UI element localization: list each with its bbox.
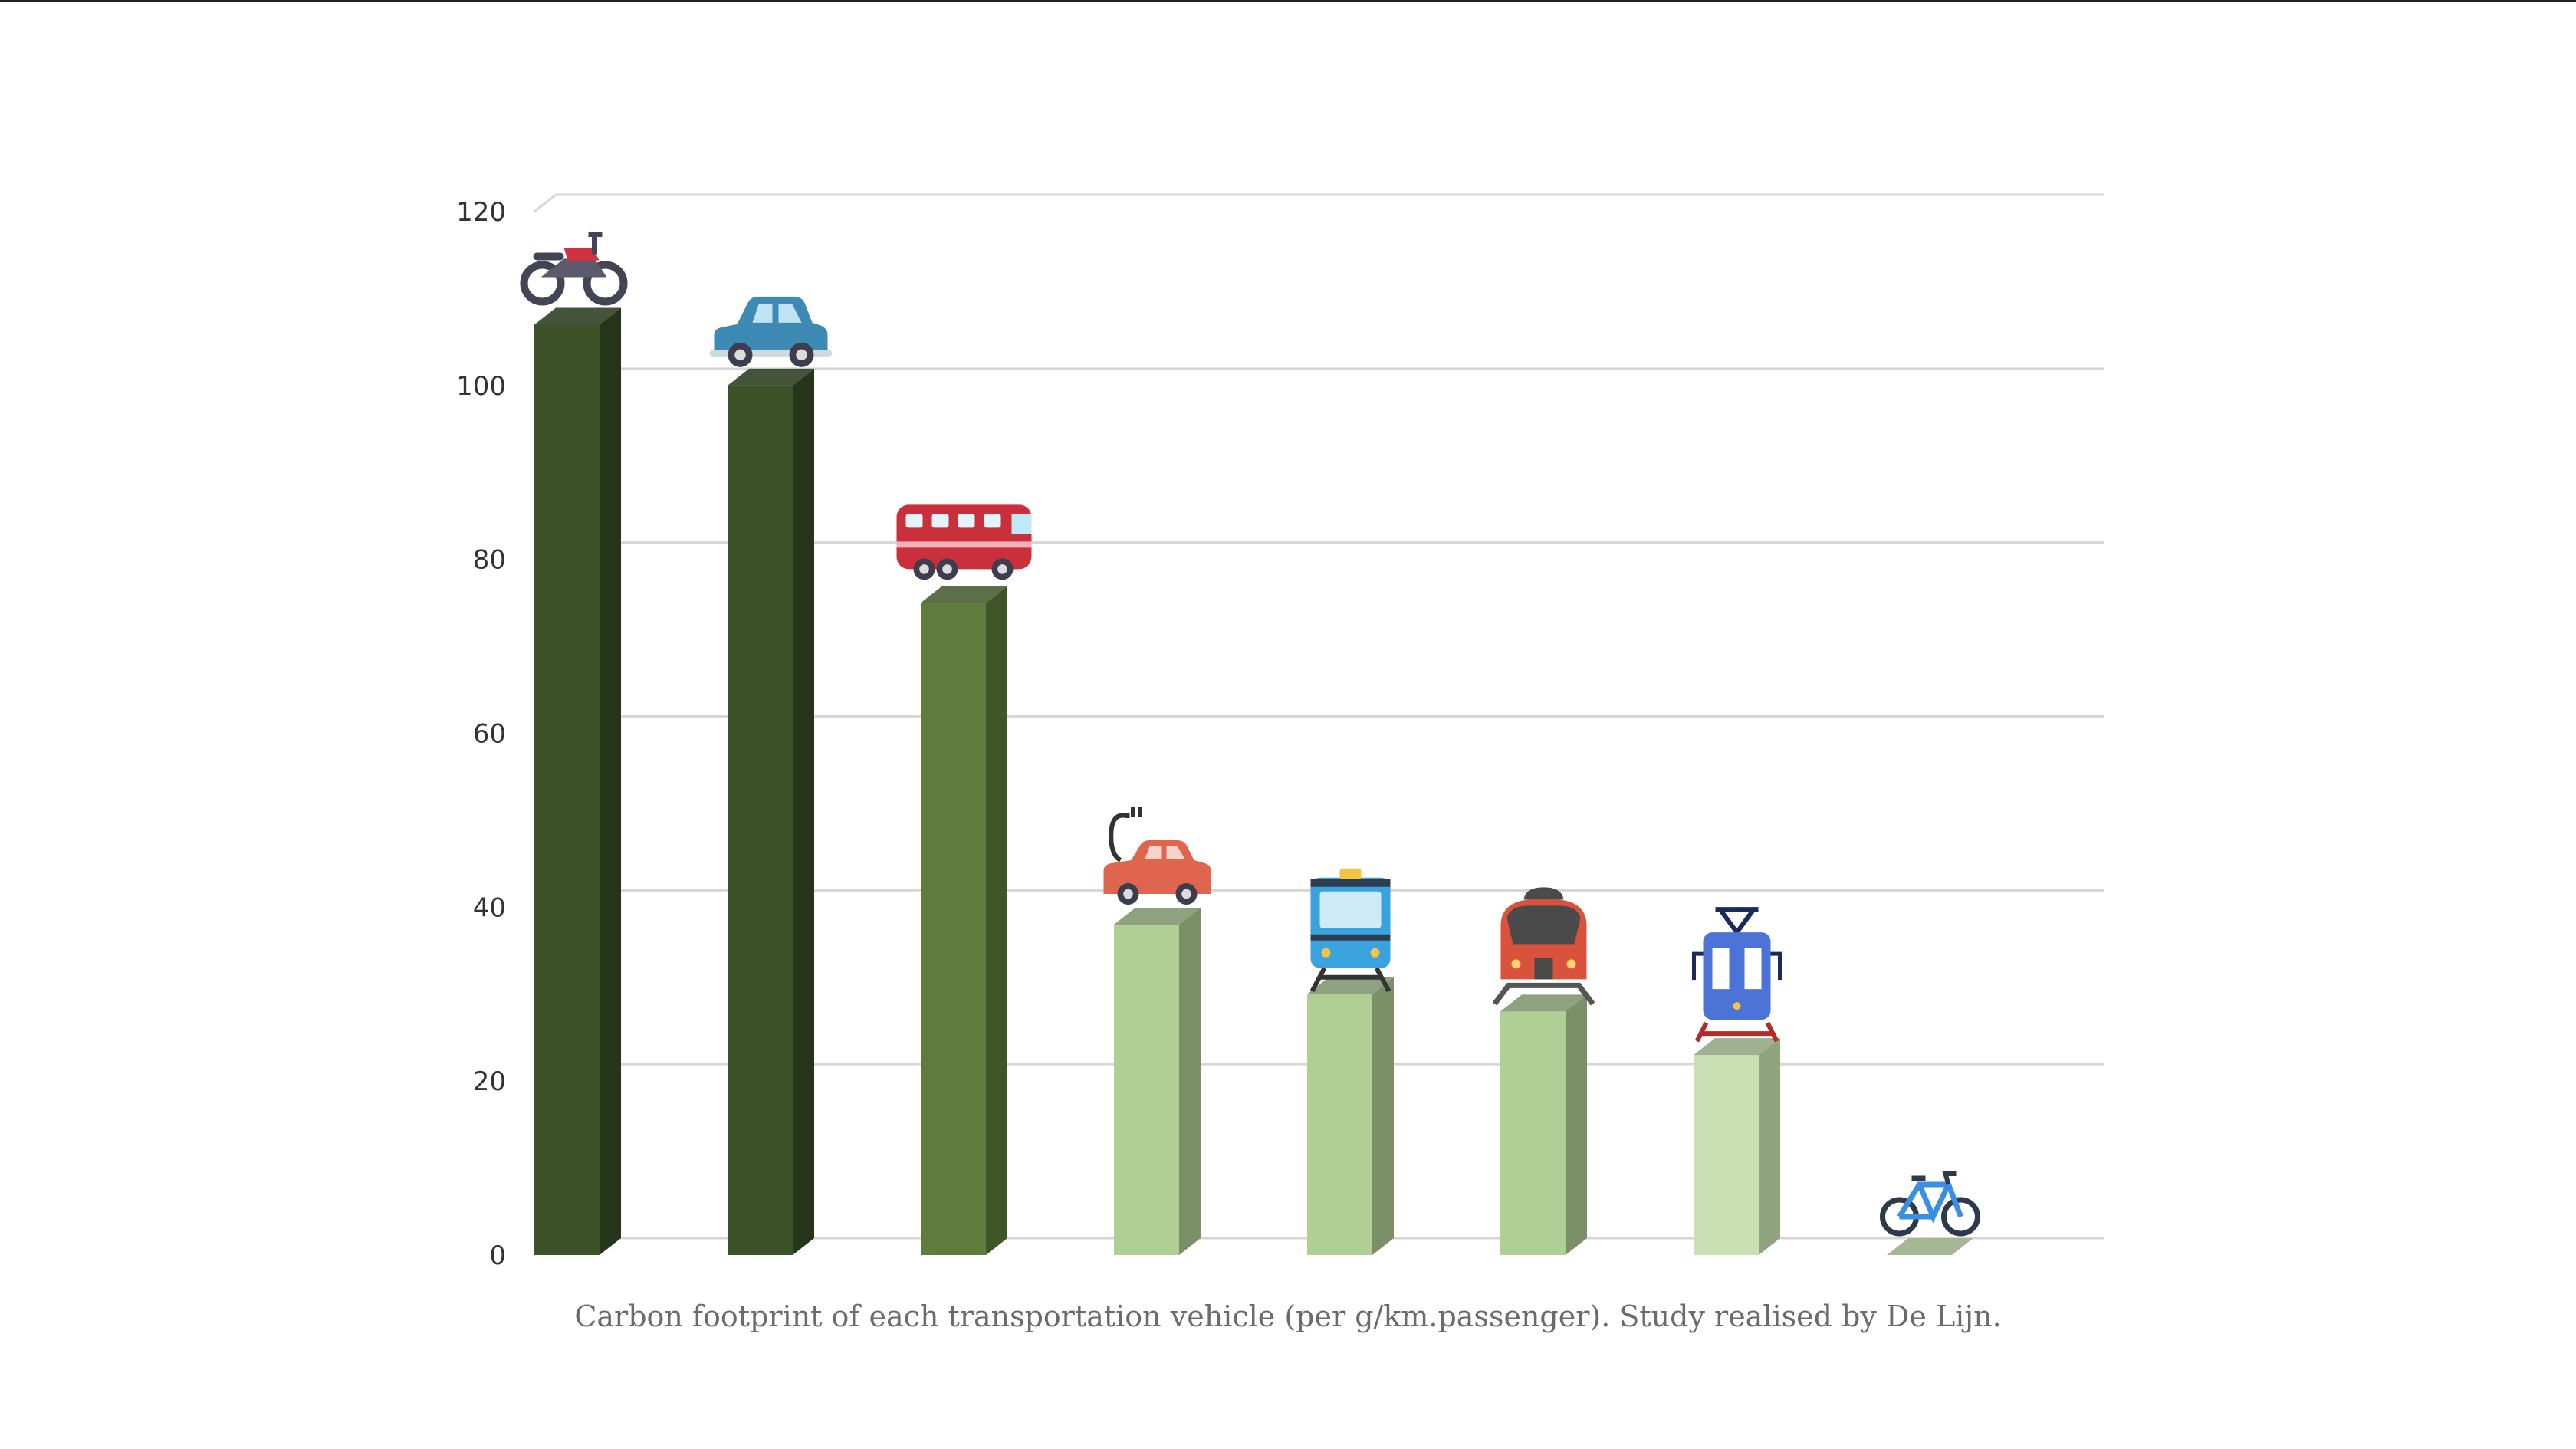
- bar-side: [1179, 908, 1201, 1255]
- bar-front: [921, 603, 986, 1255]
- bar-top: [921, 586, 1007, 603]
- bar-3: [1114, 908, 1201, 1255]
- bars: [534, 307, 1973, 1256]
- electric-car-icon: [1103, 807, 1211, 905]
- y-tick-label: 20: [473, 1066, 506, 1097]
- bar-top: [1500, 994, 1587, 1012]
- bar-top: [1694, 1038, 1780, 1056]
- bar-4: [1307, 977, 1394, 1255]
- bar-1: [728, 368, 814, 1255]
- bar-top: [728, 368, 814, 386]
- bar-side: [1566, 994, 1587, 1255]
- bicycle-icon: [1880, 1171, 1980, 1237]
- bar-side: [1372, 977, 1394, 1255]
- y-tick-label: 120: [456, 197, 506, 228]
- top-border: [0, 0, 2576, 2]
- bar-5: [1500, 994, 1587, 1255]
- y-tick-label: 100: [456, 371, 506, 402]
- car-icon: [709, 296, 833, 367]
- train-icon: [1309, 868, 1392, 993]
- y-tick-label: 40: [473, 892, 506, 923]
- bar-2: [921, 586, 1007, 1255]
- bar-top: [534, 307, 621, 325]
- bar-6: [1694, 1038, 1780, 1255]
- bar-side: [986, 586, 1007, 1255]
- bar-front: [1114, 925, 1179, 1255]
- grid-line-corner-120: [534, 193, 557, 213]
- y-tick-label: 0: [489, 1240, 506, 1271]
- bus-icon: [896, 504, 1032, 580]
- bar-front: [728, 385, 793, 1255]
- y-axis-ticks: 0 20 40 60 80 100 120: [456, 197, 506, 1271]
- bar-top: [1307, 977, 1394, 994]
- vehicle-icons: [520, 231, 1980, 1237]
- bar-front: [1307, 994, 1372, 1255]
- bar-front: [1500, 1011, 1566, 1255]
- bar-front: [534, 324, 600, 1256]
- bar-front: [1694, 1055, 1759, 1255]
- motorcycle-icon: [520, 231, 628, 306]
- y-tick-label: 80: [473, 545, 506, 576]
- bar-7: [1887, 1238, 1973, 1255]
- bar-top: [1114, 908, 1201, 925]
- bar-side: [1759, 1038, 1780, 1255]
- bar-side: [793, 368, 814, 1255]
- high-speed-train-icon: [1492, 887, 1595, 1006]
- bar-top-flat: [1887, 1238, 1973, 1255]
- bar-0: [534, 307, 621, 1256]
- bar-side: [600, 307, 621, 1256]
- y-tick-label: 60: [473, 719, 506, 750]
- chart-caption: Carbon footprint of each transportation …: [574, 1300, 2002, 1333]
- tram-icon: [1692, 907, 1782, 1043]
